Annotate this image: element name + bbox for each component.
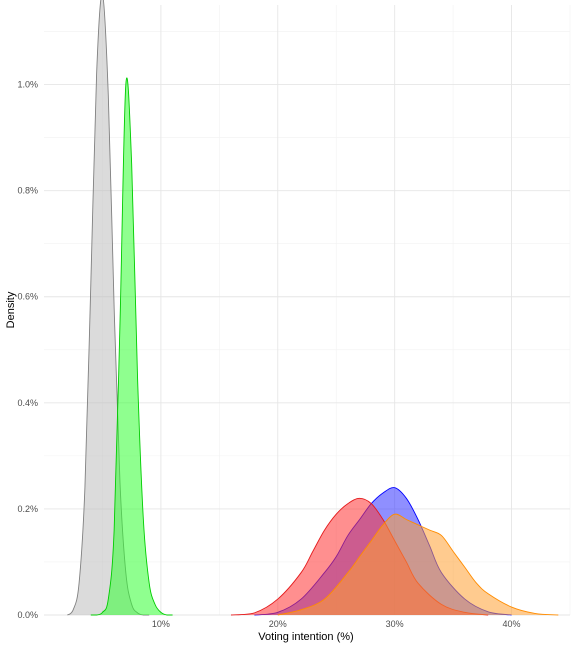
density-outline-1 <box>90 77 173 616</box>
density-area-1 <box>90 77 173 615</box>
y-tick-label: 0.8% <box>17 186 38 196</box>
x-tick-label: 30% <box>386 619 404 629</box>
y-axis-title: Density <box>5 291 17 328</box>
x-tick-label: 40% <box>503 619 521 629</box>
y-tick-label: 1.0% <box>17 80 38 90</box>
y-tick-label: 0.6% <box>17 292 38 302</box>
x-tick-label: 20% <box>269 619 287 629</box>
density-area-4 <box>277 514 559 615</box>
x-tick-label: 10% <box>152 619 170 629</box>
x-axis-title: Voting intention (%) <box>258 631 353 643</box>
density-areas <box>67 0 559 616</box>
density-outline-4 <box>277 513 559 616</box>
y-tick-label: 0.0% <box>17 610 38 620</box>
y-tick-label: 0.4% <box>17 398 38 408</box>
y-tick-label: 0.2% <box>17 504 38 514</box>
density-area-0 <box>67 0 150 615</box>
tick-labels: 0.0% 0.2% 0.4% 0.6% 0.8% 1.0% 10% 20% 30% 40% <box>17 80 520 629</box>
